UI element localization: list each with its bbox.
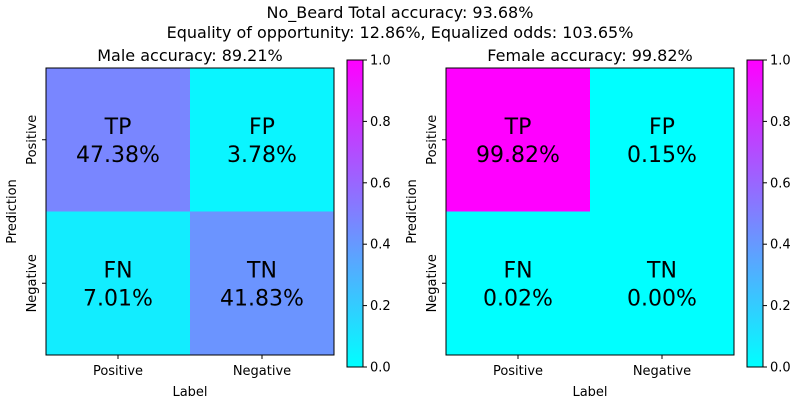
colorbar-tick-label-1-5: 1.0 (770, 54, 791, 69)
y-axis-label-1: Prediction (405, 179, 420, 244)
colorbar-tick-label-0-4: 0.8 (370, 115, 391, 130)
cell-value-fp-1: 0.15% (627, 143, 697, 168)
y-tick-label-0-1: Negative (25, 254, 40, 312)
colorbar-tick-label-0-2: 0.4 (370, 238, 391, 253)
cell-value-fn-0: 7.01% (83, 286, 153, 311)
colorbar-tick-label-1-1: 0.2 (770, 299, 791, 314)
figure-title-line-2: Equality of opportunity: 12.86%, Equaliz… (166, 23, 634, 42)
x-tick-label-1-0: Positive (493, 364, 543, 379)
cell-label-tp-1: TP (504, 115, 532, 140)
cell-label-fp-1: FP (649, 115, 675, 140)
colorbar-tick-label-1-4: 0.8 (770, 115, 791, 130)
figure-title-line-1: No_Beard Total accuracy: 93.68% (266, 3, 534, 22)
cell-tp-1 (446, 68, 590, 212)
colorbar-tick-label-0-3: 0.6 (370, 176, 391, 191)
cell-fn-1 (446, 211, 590, 355)
cell-label-tn-1: TN (646, 258, 677, 283)
colorbar-1 (746, 59, 764, 368)
cell-label-tp-0: TP (104, 115, 132, 140)
cell-value-tp-1: 99.82% (476, 143, 560, 168)
cell-tn-1 (590, 211, 734, 355)
x-tick-label-1-1: Negative (633, 364, 691, 379)
chart-title-male: Male accuracy: 89.21% (97, 46, 283, 65)
colorbar-0 (346, 59, 364, 368)
cell-value-tp-0: 47.38% (76, 143, 160, 168)
colorbar-tick-label-0-1: 0.2 (370, 299, 391, 314)
y-tick-label-1-1: Negative (425, 254, 440, 312)
colorbar-tick-label-1-3: 0.6 (770, 176, 791, 191)
y-tick-label-0-0: Positive (25, 115, 40, 165)
cell-fp-0 (190, 68, 334, 212)
cell-tn-0 (190, 211, 334, 355)
cell-label-fn-1: FN (503, 258, 532, 283)
colorbar-tick-label-0-5: 1.0 (370, 54, 391, 69)
cell-label-fp-0: FP (249, 115, 275, 140)
cell-tp-0 (46, 68, 190, 212)
axes-frame-0 (45, 67, 335, 356)
colorbar-tick-label-1-0: 0.0 (770, 361, 791, 376)
x-tick-label-0-0: Positive (93, 364, 143, 379)
colorbar-tick-label-0-0: 0.0 (370, 361, 391, 376)
cell-fn-0 (46, 211, 190, 355)
cell-label-fn-0: FN (103, 258, 132, 283)
cell-value-fp-0: 3.78% (227, 143, 297, 168)
cell-value-tn-1: 0.00% (627, 286, 697, 311)
chart-title-female: Female accuracy: 99.82% (487, 46, 693, 65)
x-axis-label-0: Label (172, 385, 207, 400)
cell-label-tn-0: TN (246, 258, 277, 283)
x-tick-label-0-1: Negative (233, 364, 291, 379)
cell-value-fn-1: 0.02% (483, 286, 553, 311)
y-tick-label-1-0: Positive (425, 115, 440, 165)
cell-fp-1 (590, 68, 734, 212)
x-axis-label-1: Label (572, 385, 607, 400)
axes-frame-1 (445, 67, 735, 356)
colorbar-tick-label-1-2: 0.4 (770, 238, 791, 253)
y-axis-label-0: Prediction (5, 179, 20, 244)
cell-value-tn-0: 41.83% (220, 286, 304, 311)
